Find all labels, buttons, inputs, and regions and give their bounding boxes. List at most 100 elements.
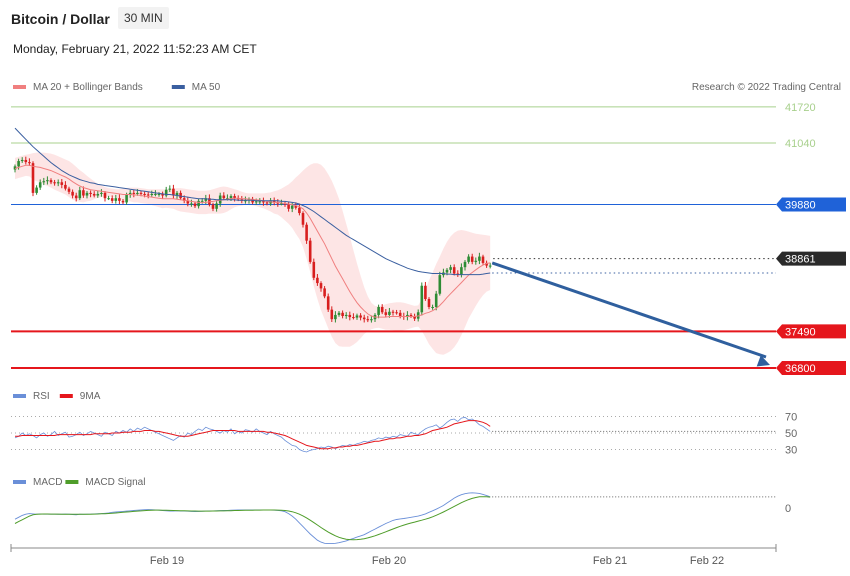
candle-body	[323, 288, 326, 297]
level-tag-5	[776, 361, 846, 375]
forecast-arrow-shaft	[491, 261, 767, 359]
candle-body	[20, 159, 24, 162]
candle-body	[78, 190, 82, 199]
candle-body	[262, 201, 265, 203]
candle-body	[64, 184, 67, 189]
legend-swatch	[13, 85, 26, 89]
rsi-tick: 50	[785, 428, 797, 440]
candle-body	[226, 198, 229, 200]
candle-body	[424, 285, 427, 300]
candles	[13, 156, 492, 323]
candle-body	[283, 203, 287, 205]
candle-body	[434, 293, 438, 307]
candle-body	[463, 261, 467, 268]
candle-body	[204, 198, 208, 201]
candle-body	[244, 200, 247, 202]
macd-panel: 0	[14, 492, 791, 545]
candle-body	[208, 198, 211, 205]
candle-body	[233, 196, 236, 199]
candle-body	[53, 182, 56, 184]
candle-body	[28, 162, 31, 164]
candle-body	[42, 181, 46, 183]
candle-body	[276, 202, 280, 204]
candle-body	[348, 314, 352, 318]
candle-body	[427, 299, 431, 307]
candle-body	[431, 306, 434, 308]
candle-body	[416, 312, 420, 319]
legend-label: MA 50	[192, 82, 221, 93]
candle-body	[312, 261, 316, 278]
macd-tick: 0	[785, 503, 791, 515]
candle-body	[305, 224, 308, 241]
candle-body	[319, 283, 323, 289]
candle-body	[258, 201, 262, 203]
candle-body	[251, 199, 254, 203]
candle-body	[449, 267, 452, 270]
candle-body	[330, 309, 334, 320]
candle-body	[485, 262, 488, 266]
candle-body	[254, 201, 258, 203]
candle-body	[60, 182, 64, 185]
candle-body	[179, 192, 182, 199]
rsi-tick: 70	[785, 412, 797, 424]
level-label-1: 41040	[785, 138, 816, 150]
candle-body	[488, 265, 492, 267]
candle-body	[215, 203, 218, 209]
candle-body	[211, 204, 215, 209]
candle-body	[370, 319, 373, 321]
instrument-title: Bitcoin / Dollar	[11, 11, 110, 27]
bollinger-band	[15, 152, 491, 355]
forecast-arrow	[491, 261, 770, 367]
legend-label: MACD	[33, 477, 62, 488]
candle-body	[380, 306, 384, 313]
level-label-0: 41720	[785, 102, 816, 114]
candle-body	[413, 315, 416, 319]
candle-body	[395, 312, 398, 314]
candle-body	[316, 277, 319, 284]
candle-body	[89, 192, 92, 194]
candle-body	[420, 285, 424, 313]
candle-body	[100, 192, 103, 194]
timeframe-badge[interactable]: 30 MIN	[118, 7, 169, 29]
candle-body	[222, 195, 226, 199]
candle-body	[121, 200, 125, 203]
candle-body	[344, 314, 348, 316]
candle-body	[280, 203, 283, 205]
ma20-line	[14, 164, 491, 318]
candle-body	[150, 193, 154, 196]
candle-body	[467, 256, 470, 262]
level-tag-3	[776, 251, 846, 266]
candle-body	[56, 182, 60, 184]
candle-body	[92, 193, 96, 196]
candle-body	[456, 273, 460, 275]
candle-body	[362, 317, 366, 320]
candle-body	[478, 256, 481, 261]
candle-body	[298, 207, 301, 214]
legend-label: MA 20 + Bollinger Bands	[33, 82, 143, 93]
legend-label: RSI	[33, 391, 50, 402]
candle-body	[190, 203, 193, 205]
candle-body	[445, 269, 449, 273]
candle-body	[157, 193, 161, 195]
rsi-line	[14, 416, 491, 453]
candle-body	[146, 194, 150, 196]
legend-swatch	[13, 394, 26, 398]
candle-body	[452, 267, 456, 274]
legend-label: 9MA	[80, 391, 101, 402]
candle-body	[229, 196, 233, 199]
candle-body	[71, 191, 74, 196]
price-levels: 41720 41040 39880 38861 37490 36800	[11, 102, 846, 375]
candle-body	[82, 190, 85, 196]
candle-body	[391, 311, 395, 313]
candle-body	[438, 275, 442, 294]
candle-body	[172, 188, 175, 196]
candle-body	[168, 188, 172, 190]
candle-body	[17, 161, 20, 167]
candle-body	[128, 192, 132, 196]
candle-body	[161, 193, 164, 196]
rsi-ma-line	[15, 420, 491, 450]
level-label-4: 37490	[785, 326, 816, 338]
candle-body	[103, 192, 107, 199]
legend-swatch	[65, 480, 79, 484]
